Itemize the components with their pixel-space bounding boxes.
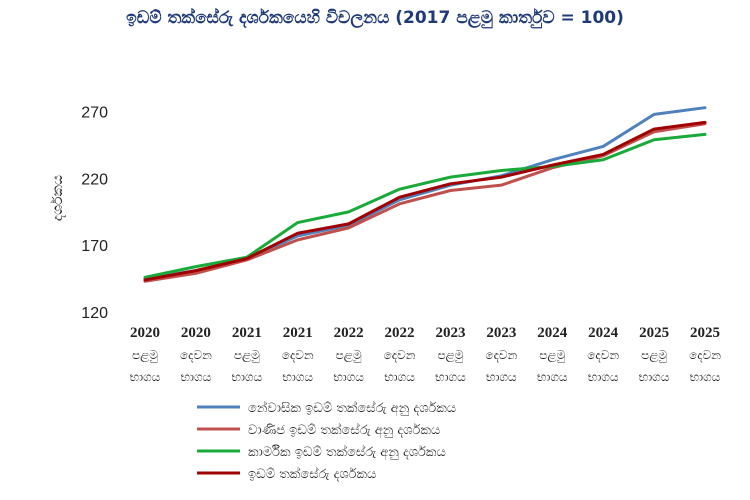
legend-label-2: වාණිජ ඉඩම් තක්සේරු අනු දර්ශකය bbox=[248, 422, 440, 438]
y-tick-label: 120 bbox=[81, 305, 108, 322]
x-tick-half: භාගය bbox=[486, 370, 517, 384]
x-tick-part: දෙවන bbox=[689, 348, 721, 362]
x-tick-half: භාගය bbox=[537, 370, 568, 384]
series-line-1 bbox=[143, 106, 707, 281]
x-tick-part: දෙවන bbox=[282, 348, 314, 362]
series-line-2 bbox=[143, 122, 707, 283]
y-tick-label: 170 bbox=[81, 238, 108, 255]
legend-label-4: ඉඩම් තක්සේරු දර්ශකය bbox=[248, 466, 376, 482]
series-lines bbox=[143, 106, 707, 283]
x-tick-half: භාගය bbox=[181, 370, 212, 384]
x-tick-year: 2022 bbox=[334, 325, 364, 341]
x-tick-part: පළමු bbox=[234, 348, 260, 363]
x-tick-half: භාගය bbox=[282, 370, 313, 384]
x-tick-half: භාගය bbox=[384, 370, 415, 384]
y-axis-label: දර්ශකය bbox=[50, 175, 66, 221]
y-axis: 120 170 220 270 දර්ශකය bbox=[50, 105, 108, 322]
x-tick-year: 2023 bbox=[486, 325, 516, 341]
x-tick-part: දෙවන bbox=[587, 348, 619, 362]
x-tick-year: 2024 bbox=[588, 325, 619, 341]
legend: නේවාසික ඉඩම් තක්සේරු අනු දර්ශකය වාණිජ ඉඩම… bbox=[197, 400, 456, 482]
y-tick-label: 220 bbox=[81, 171, 108, 188]
x-tick-year: 2022 bbox=[385, 325, 415, 341]
x-tick-year: 2025 bbox=[690, 325, 720, 341]
chart-title: ඉඩම් තක්සේරු දර්ශකයෙහි විචලනය (2017 පළමු… bbox=[126, 8, 624, 28]
x-tick-half: භාගය bbox=[588, 370, 619, 384]
series-line-4 bbox=[143, 120, 707, 282]
x-tick-year: 2025 bbox=[639, 325, 669, 341]
series-line-3 bbox=[143, 132, 707, 279]
x-tick-half: භාගය bbox=[333, 370, 364, 384]
x-tick-part: පළමු bbox=[437, 348, 463, 363]
y-tick-label: 270 bbox=[81, 105, 108, 122]
x-tick-year: 2021 bbox=[232, 325, 262, 341]
x-tick-year: 2021 bbox=[283, 325, 313, 341]
x-tick-part: දෙවන bbox=[384, 348, 416, 362]
legend-label-3: කාර්මික ඉඩම් තක්සේරු අනු දර්ශකය bbox=[248, 444, 446, 460]
x-tick-part: පළමු bbox=[539, 348, 565, 363]
legend-label-1: නේවාසික ඉඩම් තක්සේරු අනු දර්ශකය bbox=[248, 400, 456, 416]
x-tick-half: භාගය bbox=[232, 370, 263, 384]
x-tick-year: 2020 bbox=[181, 325, 211, 341]
x-tick-part: පළමු bbox=[336, 348, 362, 363]
x-axis: 2020 පළමු භාගය 2020 දෙවන භාගය 2021 පළමු භාගය 2021… bbox=[130, 325, 721, 384]
x-tick-part: පළමු bbox=[132, 348, 158, 363]
x-tick-year: 2023 bbox=[435, 325, 465, 341]
x-tick-half: භාගය bbox=[690, 370, 721, 384]
x-tick-part: දෙවන bbox=[485, 348, 517, 362]
x-tick-year: 2024 bbox=[537, 325, 568, 341]
x-tick-part: පළමු bbox=[641, 348, 667, 363]
x-tick-part: දෙවන bbox=[180, 348, 212, 362]
x-tick-half: භාගය bbox=[130, 370, 161, 384]
x-tick-half: භාගය bbox=[639, 370, 670, 384]
x-tick-year: 2020 bbox=[130, 325, 160, 341]
x-tick-half: භාගය bbox=[435, 370, 466, 384]
